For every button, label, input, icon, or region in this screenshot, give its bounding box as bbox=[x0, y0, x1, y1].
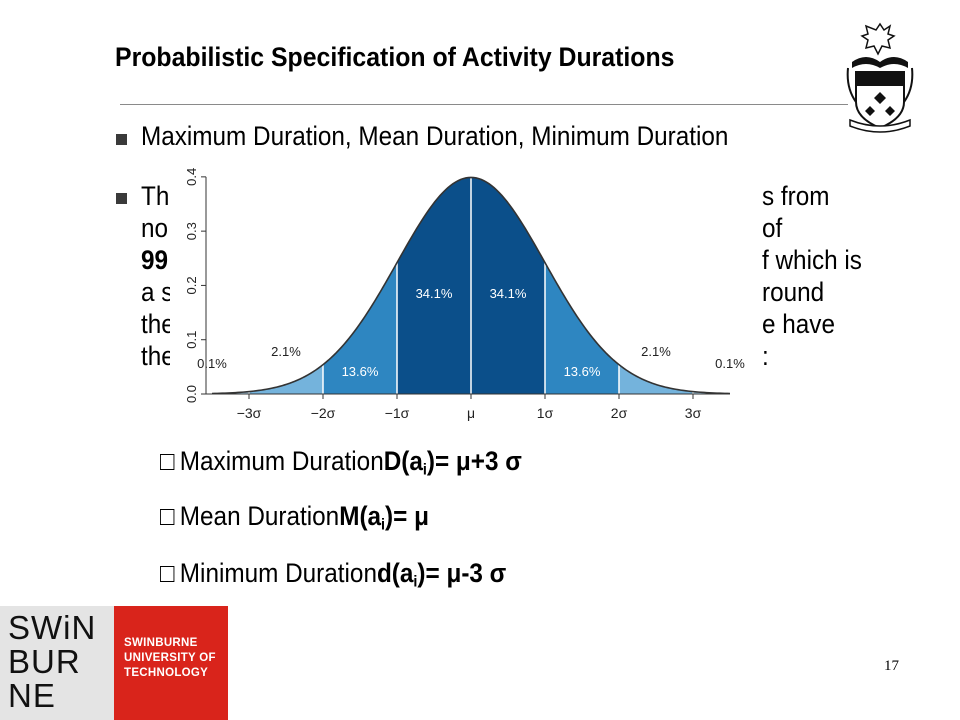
bullet-fragment: Th bbox=[141, 181, 170, 211]
region-percent-label: 34.1% bbox=[416, 286, 453, 301]
x-tick-label: 1σ bbox=[537, 405, 554, 421]
y-tick-label: 0.3 bbox=[184, 222, 199, 240]
sub-bullet-label: Maximum Duration bbox=[179, 446, 384, 477]
region-percent-label: 13.6% bbox=[342, 364, 379, 379]
logo-wordmark-line: SWiN bbox=[8, 609, 97, 646]
bullet-fragment: 99 bbox=[141, 245, 169, 275]
bullet-fragment: f which is bbox=[762, 245, 862, 275]
x-tick-label: −2σ bbox=[311, 405, 336, 421]
logo-university-line: TECHNOLOGY bbox=[124, 667, 209, 679]
logo-university-line: UNIVERSITY OF bbox=[124, 652, 216, 664]
logo-university-line: SWINBURNE bbox=[124, 637, 198, 649]
region-percent-label: 0.1% bbox=[197, 356, 227, 371]
formula-base: M(a bbox=[339, 501, 382, 532]
sub-bullet-box bbox=[160, 508, 175, 525]
bullet-fragment: the bbox=[141, 309, 175, 339]
sub-bullet-mean: Mean Duration M(a i)= μ bbox=[160, 499, 429, 534]
sub-bullet-box bbox=[160, 565, 175, 582]
formula-subscript: i bbox=[413, 573, 418, 591]
formula-rest: )= μ bbox=[385, 501, 429, 532]
region-percent-label: 0.1% bbox=[715, 356, 745, 371]
logo-wordmark-line: BUR bbox=[8, 643, 81, 680]
sub-bullet-min: Minimum Duration d(a i)= μ-3 σ bbox=[160, 556, 506, 591]
bullet-fragment: round bbox=[762, 277, 825, 307]
bullet-fragment: e have bbox=[762, 309, 835, 339]
formula-subscript: i bbox=[381, 516, 386, 534]
y-tick-label: 0.2 bbox=[184, 276, 199, 294]
bullet-marker bbox=[116, 134, 127, 145]
bullet-fragment: s from bbox=[762, 181, 830, 211]
distribution-band bbox=[249, 364, 323, 394]
slide-title: Probabilistic Specification of Activity … bbox=[115, 42, 675, 72]
formula-base: d(a bbox=[376, 558, 414, 589]
bullet-marker bbox=[116, 193, 127, 204]
bullet-fragment: : bbox=[762, 341, 769, 371]
bullet-fragment: no bbox=[141, 213, 169, 243]
bullet-fragment: of bbox=[762, 213, 783, 243]
x-tick-label: −1σ bbox=[385, 405, 410, 421]
bullet-fragment: the bbox=[141, 341, 175, 371]
normal-distribution-chart: 0.0 0.1 0.2 0.3 0.4 −3σ −2σ −1σ μ 1σ 2σ 3σ 0.1% 2.1% 1… bbox=[170, 152, 760, 450]
logo-wordmark-panel: SWiN BUR NE bbox=[0, 606, 114, 720]
x-tick-label: −3σ bbox=[237, 405, 262, 421]
sub-bullet-label: Mean Duration bbox=[179, 501, 340, 532]
logo-university-name: SWINBURNE UNIVERSITY OF TECHNOLOGY bbox=[124, 636, 216, 681]
y-tick-label: 0.1 bbox=[184, 331, 199, 349]
university-crest-icon bbox=[846, 22, 914, 133]
distribution-band bbox=[619, 364, 693, 394]
y-tick-label: 0.0 bbox=[184, 385, 199, 403]
formula-rest: )= μ-3 σ bbox=[417, 558, 507, 589]
logo-wordmark-line: NE bbox=[8, 677, 56, 714]
swinburne-logo: SWiN BUR NE SWINBURNE UNIVERSITY OF TECH… bbox=[0, 606, 228, 720]
x-tick-label: 3σ bbox=[685, 405, 702, 421]
distribution-curve bbox=[211, 176, 731, 395]
x-tick-label: 2σ bbox=[611, 405, 628, 421]
page-number: 17 bbox=[884, 658, 899, 674]
bullet-text: Maximum Duration, Mean Duration, Minimum… bbox=[141, 121, 729, 151]
sub-bullet-max: Maximum Duration D(a i)= μ+3 σ bbox=[160, 444, 522, 479]
formula-rest: )= μ+3 σ bbox=[426, 446, 522, 477]
sub-bullet-label: Minimum Duration bbox=[179, 558, 377, 589]
region-percent-label: 13.6% bbox=[564, 364, 601, 379]
y-tick-label: 0.4 bbox=[184, 168, 199, 186]
region-percent-label: 34.1% bbox=[490, 286, 527, 301]
region-percent-label: 2.1% bbox=[271, 344, 301, 359]
sub-bullet-box bbox=[160, 453, 175, 470]
region-percent-label: 2.1% bbox=[641, 344, 671, 359]
x-tick-label: μ bbox=[467, 405, 475, 421]
title-divider bbox=[120, 104, 848, 105]
formula-subscript: i bbox=[422, 461, 427, 479]
bullet-fragment: a s bbox=[141, 277, 174, 307]
formula-base: D(a bbox=[383, 446, 423, 477]
